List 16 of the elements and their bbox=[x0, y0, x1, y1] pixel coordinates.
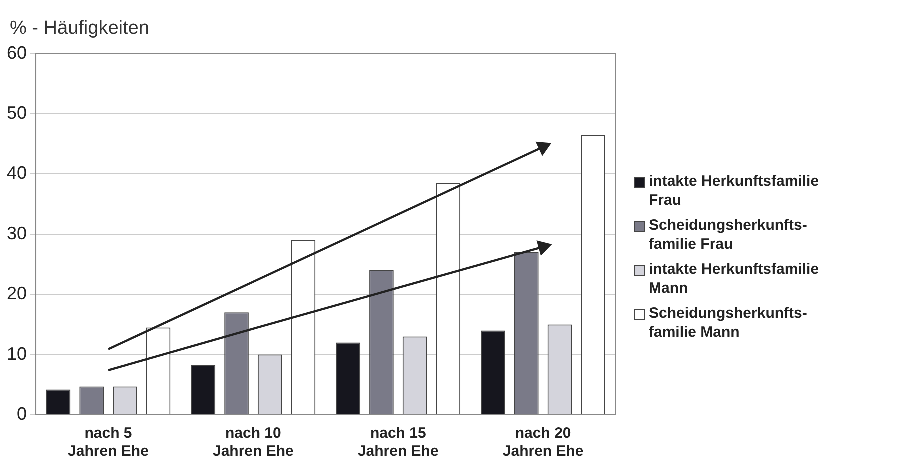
y-tick-label: 50 bbox=[6, 102, 28, 123]
legend-label: intakte Herkunftsfamilie Frau bbox=[649, 172, 820, 210]
y-tick-label: 20 bbox=[6, 284, 28, 304]
x-tick-label: nach 10 Jahren Ehe bbox=[213, 425, 294, 460]
y-tick-label: 10 bbox=[6, 344, 28, 364]
x-tick-label: nach 20 Jahren Ehe bbox=[502, 425, 584, 460]
y-tick-label: 30 bbox=[6, 223, 28, 244]
y-tick-label: 60 bbox=[6, 42, 28, 63]
y-tick-label: 40 bbox=[6, 163, 28, 184]
y-axis-title: % - Häufigkeiten bbox=[10, 18, 150, 40]
y-tick-label: 0 bbox=[17, 404, 28, 424]
text: Scheidungsherkunfts-familie Mann bbox=[649, 304, 808, 342]
legend-label: Scheidungsherkunfts-familie Frau bbox=[649, 216, 808, 254]
x-tick-label: nach 5 Jahren Ehe bbox=[68, 425, 149, 460]
x-tick-label: nach 15 Jahren Ehe bbox=[358, 425, 439, 460]
legend-label: intakte Herkunftsfamilie Mann bbox=[649, 260, 820, 298]
